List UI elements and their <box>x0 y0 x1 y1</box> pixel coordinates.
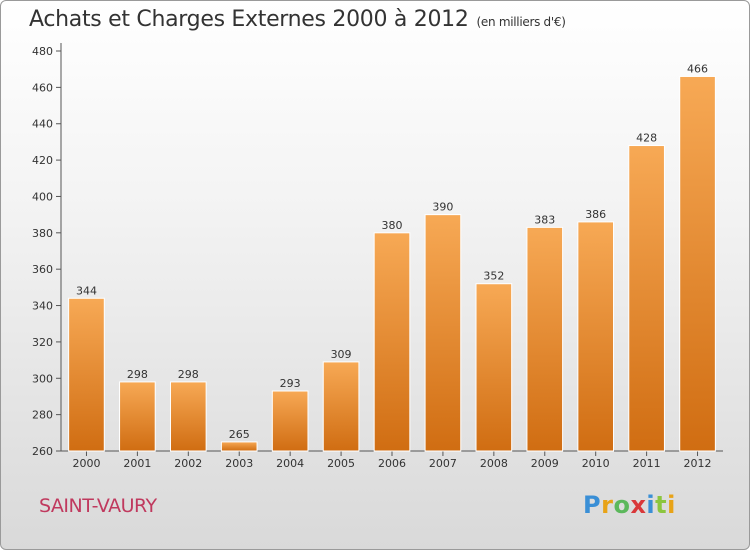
y-tick-label: 340 <box>32 300 53 313</box>
bar <box>577 221 615 452</box>
logo-letter: x <box>630 491 647 519</box>
bar <box>220 441 258 452</box>
data-label: 466 <box>687 62 708 75</box>
labels: 344 2000 298 2001 298 2002 265 2003 293 2004 309 20… <box>72 62 711 470</box>
x-tick-label: 2000 <box>72 457 100 470</box>
x-tick-label: 2002 <box>174 457 202 470</box>
x-tick-label: 2001 <box>123 457 151 470</box>
y-tick-label: 260 <box>32 445 53 458</box>
x-tick-label: 2010 <box>582 457 610 470</box>
y-tick-label: 480 <box>32 45 53 58</box>
logo-letter: o <box>613 491 631 519</box>
x-tick-label: 2007 <box>429 457 457 470</box>
logo-letter: r <box>601 491 614 519</box>
axes: 260 280 300 320 340 360 380 400 420 440 460 480 <box>32 43 723 458</box>
data-label: 265 <box>229 428 250 441</box>
bar <box>169 381 207 452</box>
y-tick-label: 440 <box>32 118 53 131</box>
bar <box>424 214 462 452</box>
bar <box>373 232 411 452</box>
data-label: 344 <box>76 284 97 297</box>
bar <box>679 75 716 452</box>
bar <box>68 297 105 452</box>
bar <box>628 145 665 452</box>
chart-title-text: Achats et Charges Externes 2000 à 2012 <box>29 7 469 32</box>
y-tick-label: 420 <box>32 154 53 167</box>
logo-letter: t <box>655 491 668 519</box>
data-label: 390 <box>432 201 453 214</box>
y-tick-label: 400 <box>32 190 53 203</box>
data-label: 298 <box>178 368 199 381</box>
bar <box>119 381 156 452</box>
data-label: 380 <box>382 219 403 232</box>
y-tick-label: 320 <box>32 336 53 349</box>
logo-letter: i <box>646 491 656 519</box>
y-tick-label: 360 <box>32 263 53 276</box>
logo-letter: i <box>667 491 676 519</box>
bar <box>526 226 564 452</box>
bar <box>475 283 513 452</box>
data-label: 293 <box>280 377 301 390</box>
data-label: 428 <box>636 132 657 145</box>
chart-title: Achats et Charges Externes 2000 à 2012 (e… <box>29 7 566 32</box>
bar <box>271 390 309 452</box>
bar <box>322 361 360 452</box>
y-tick-label: 280 <box>32 409 53 422</box>
x-tick-label: 2003 <box>225 457 253 470</box>
x-tick-label: 2012 <box>684 457 712 470</box>
x-tick-label: 2006 <box>378 457 406 470</box>
logo-letter: P <box>583 491 602 519</box>
data-label: 309 <box>331 348 352 361</box>
x-tick-label: 2008 <box>480 457 508 470</box>
chart-subtitle: (en milliers d'€) <box>476 15 566 29</box>
x-tick-label: 2004 <box>276 457 304 470</box>
data-label: 383 <box>534 213 555 226</box>
data-label: 298 <box>127 368 148 381</box>
data-label: 386 <box>585 208 606 221</box>
proxiti-logo: Proxiti <box>583 491 676 519</box>
x-tick-label: 2005 <box>327 457 355 470</box>
data-label: 352 <box>483 270 504 283</box>
y-tick-label: 380 <box>32 227 53 240</box>
x-tick-label: 2009 <box>531 457 559 470</box>
x-tick-label: 2011 <box>633 457 661 470</box>
place-name: SAINT-VAURY <box>39 495 157 517</box>
bars <box>68 75 716 452</box>
y-tick-label: 460 <box>32 81 53 94</box>
y-tick-label: 300 <box>32 372 53 385</box>
